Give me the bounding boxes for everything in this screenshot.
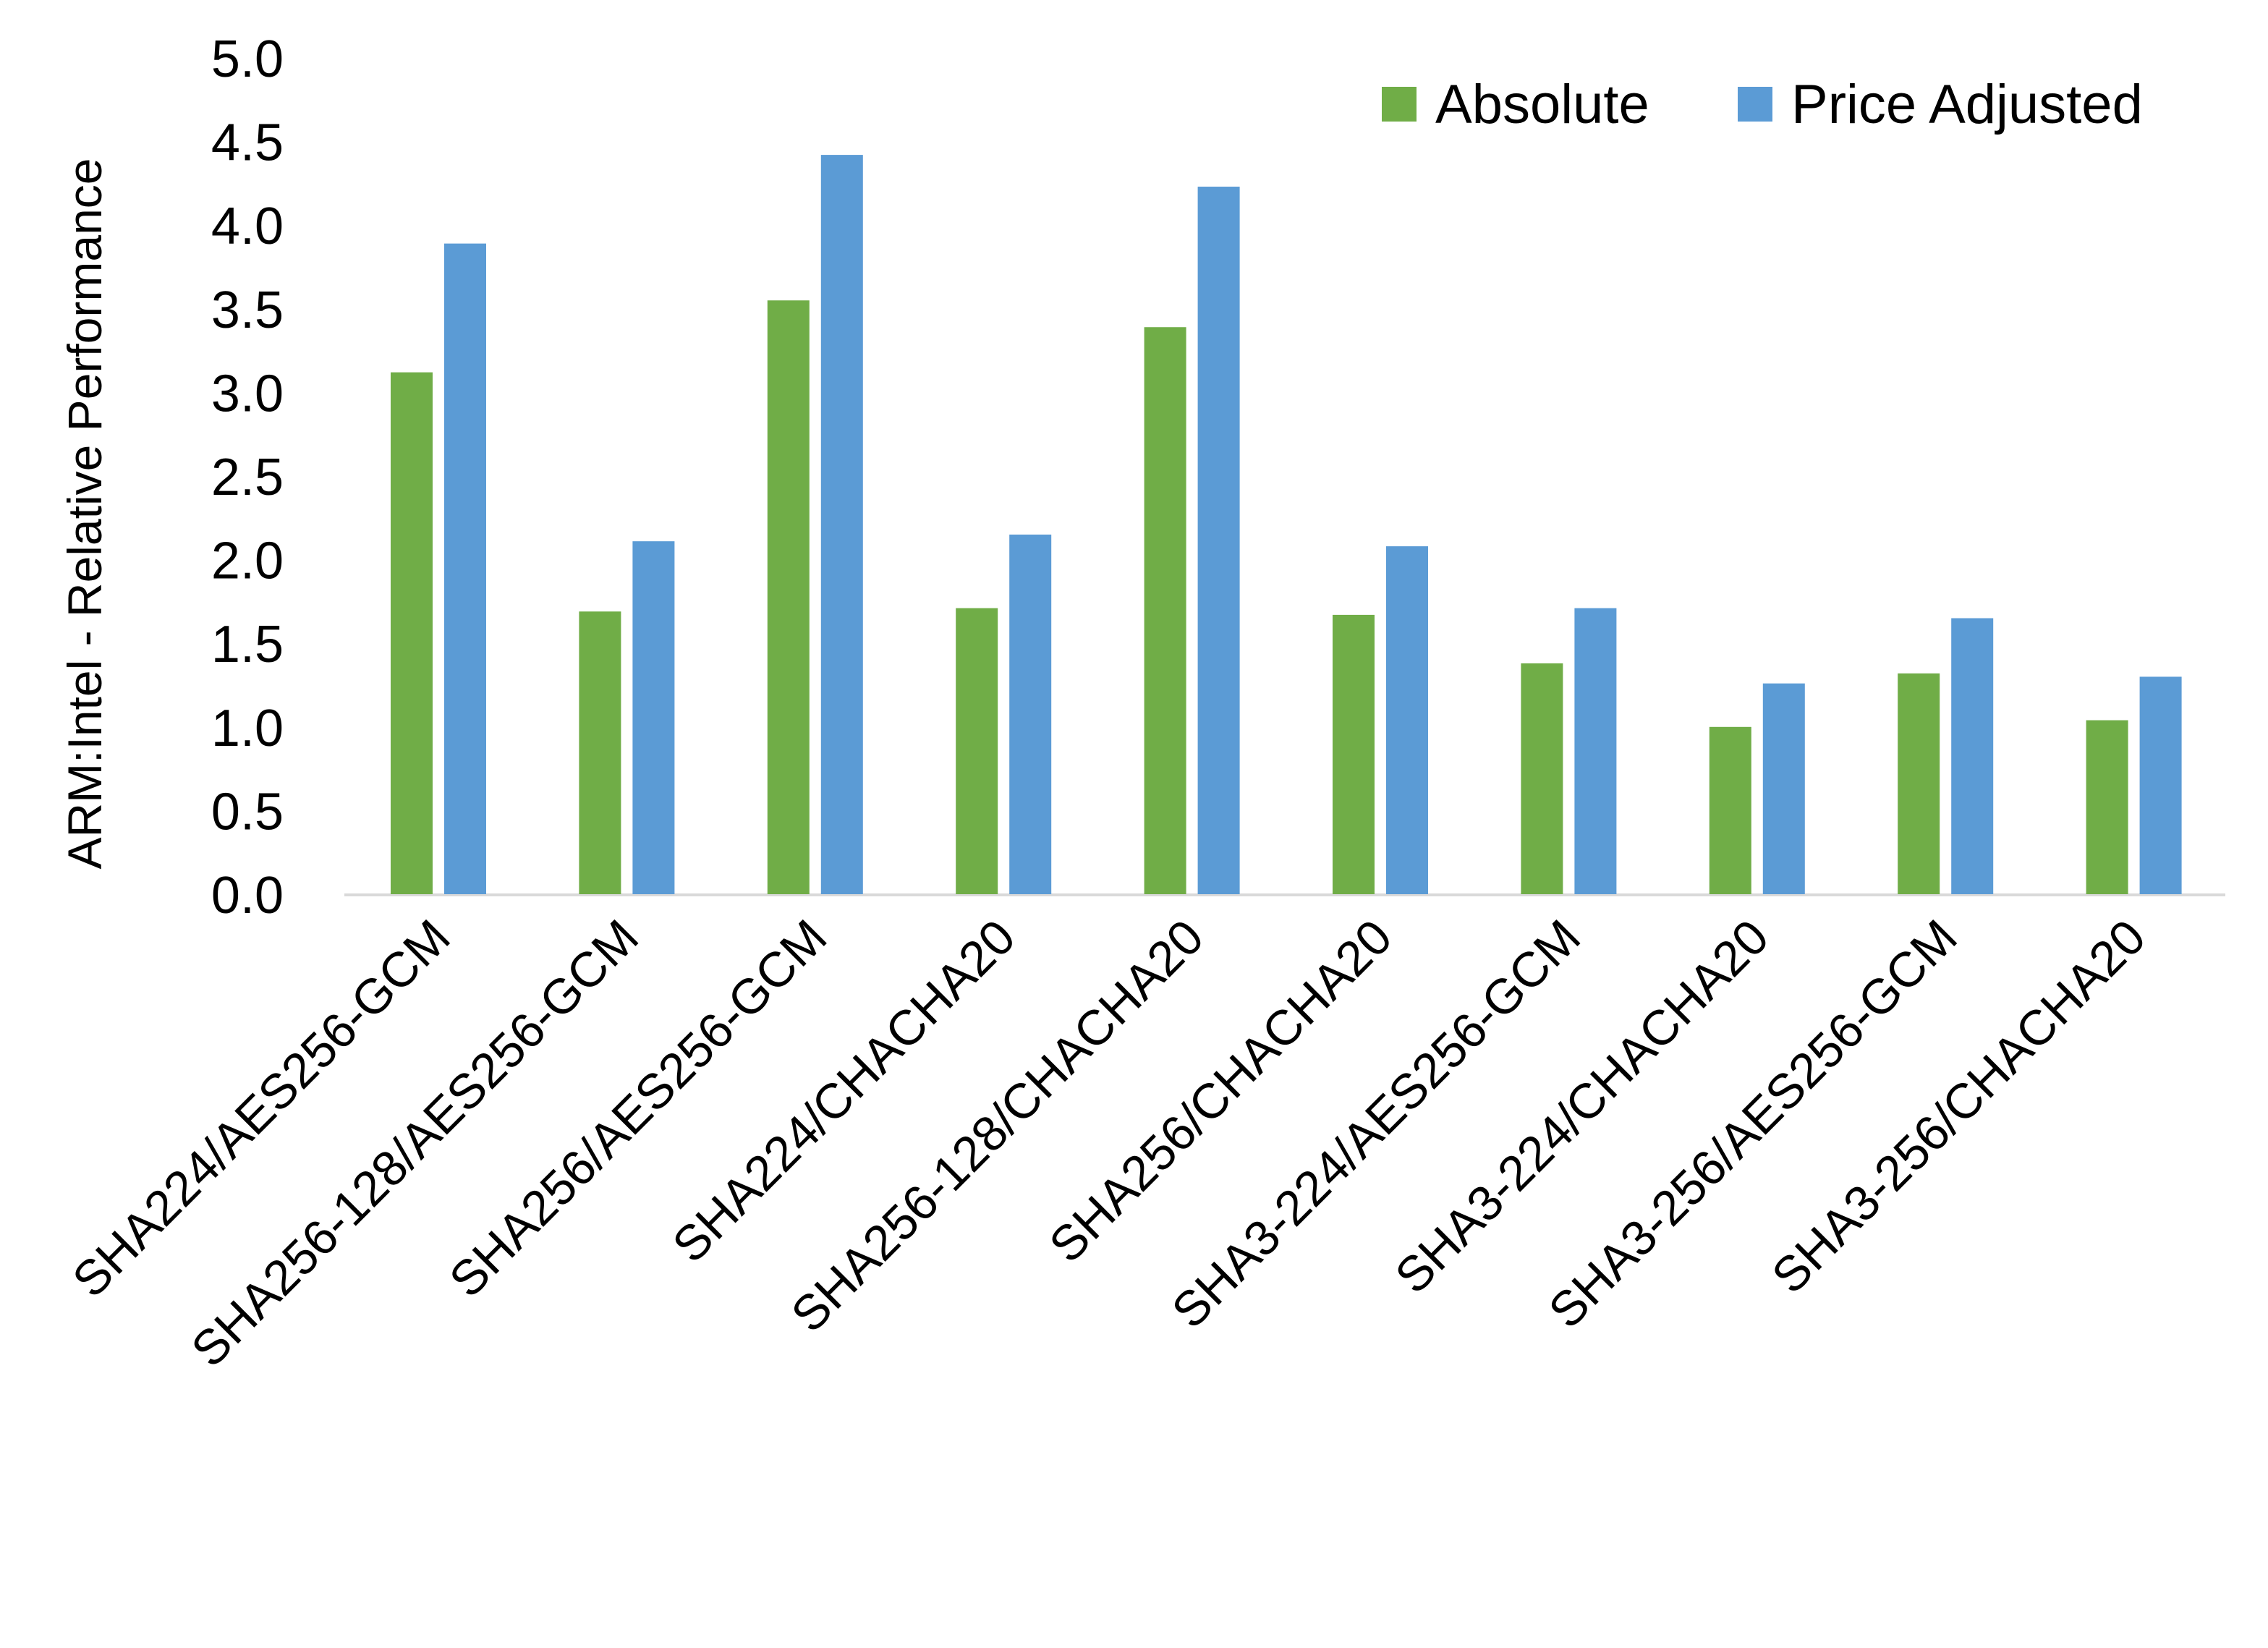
y-tick-label: 4.5 xyxy=(211,114,284,172)
y-tick-label: 1.0 xyxy=(211,700,284,757)
bar-absolute xyxy=(1709,726,1751,894)
y-tick-label: 2.0 xyxy=(211,532,284,590)
y-axis-ticks: 0.0 0.5 1.0 1.5 2.0 2.5 3.0 3.5 4.0 4.5 5.0 xyxy=(211,30,284,925)
x-tick-label: SHA224/CHACHA20 xyxy=(662,909,1026,1273)
bar-price-adjusted xyxy=(632,541,675,894)
bars xyxy=(391,155,2182,895)
bar-price-adjusted xyxy=(1951,618,1994,894)
bar-price-adjusted xyxy=(1386,546,1428,894)
bar-price-adjusted xyxy=(1762,683,1805,894)
bar-absolute xyxy=(579,611,621,894)
bar-absolute xyxy=(767,300,810,894)
y-tick-label: 3.0 xyxy=(211,365,284,422)
x-axis-labels: SHA224/AES256-GCMSHA256-128/AES256-GCMSH… xyxy=(62,909,2156,1377)
x-tick-label: SHA256/AES256-GCM xyxy=(439,909,838,1308)
y-axis-title: ARM:Intel - Relative Performance xyxy=(58,158,111,869)
bar-absolute xyxy=(2086,720,2128,894)
bar-absolute xyxy=(1898,673,1940,894)
legend-label-price-adjusted: Price Adjusted xyxy=(1791,74,2143,135)
bar-price-adjusted xyxy=(1574,608,1617,894)
bar-price-adjusted xyxy=(1197,187,1240,894)
y-tick-label: 0.5 xyxy=(211,783,284,841)
bar-absolute xyxy=(391,372,433,894)
legend: Absolute Price Adjusted xyxy=(1382,74,2143,135)
x-tick-label: SHA256/CHACHA20 xyxy=(1039,909,1403,1273)
y-tick-label: 5.0 xyxy=(211,30,284,88)
legend-label-absolute: Absolute xyxy=(1435,74,1649,135)
bar-price-adjusted xyxy=(1009,534,1052,894)
legend-swatch-price-adjusted xyxy=(1738,87,1772,122)
y-tick-label: 3.5 xyxy=(211,281,284,339)
x-tick-label: SHA3-256/CHACHA20 xyxy=(1762,909,2156,1304)
bar-price-adjusted xyxy=(444,243,486,895)
y-tick-label: 0.0 xyxy=(211,867,284,925)
y-tick-label: 1.5 xyxy=(211,616,284,674)
bar-absolute xyxy=(956,608,998,894)
bar-price-adjusted xyxy=(820,155,863,894)
y-tick-label: 2.5 xyxy=(211,449,284,506)
bar-absolute xyxy=(1521,663,1563,894)
bar-absolute xyxy=(1144,327,1186,894)
y-tick-label: 4.0 xyxy=(211,197,284,255)
x-tick-label: SHA224/AES256-GCM xyxy=(62,909,461,1308)
x-tick-label: SHA3-224/CHACHA20 xyxy=(1385,909,1779,1304)
bar-price-adjusted xyxy=(2139,676,2182,894)
legend-swatch-absolute xyxy=(1382,87,1417,122)
bar-absolute xyxy=(1333,614,1375,894)
